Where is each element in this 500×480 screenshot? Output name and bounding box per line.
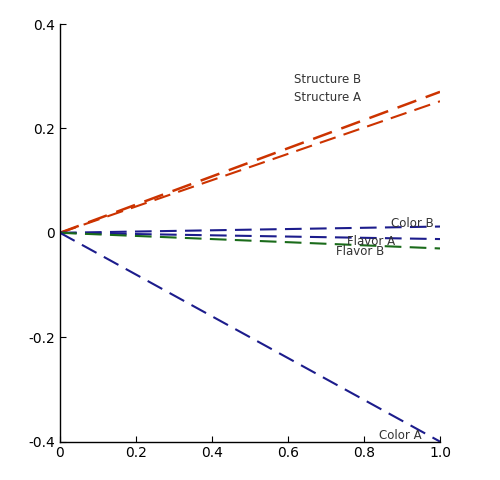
Text: Flavor B: Flavor B (336, 245, 384, 258)
Text: Structure B: Structure B (294, 73, 361, 86)
Text: Color B: Color B (390, 217, 434, 230)
Text: Structure A: Structure A (294, 91, 360, 104)
Text: Flavor A: Flavor A (347, 235, 395, 248)
Text: Color A: Color A (379, 429, 422, 442)
